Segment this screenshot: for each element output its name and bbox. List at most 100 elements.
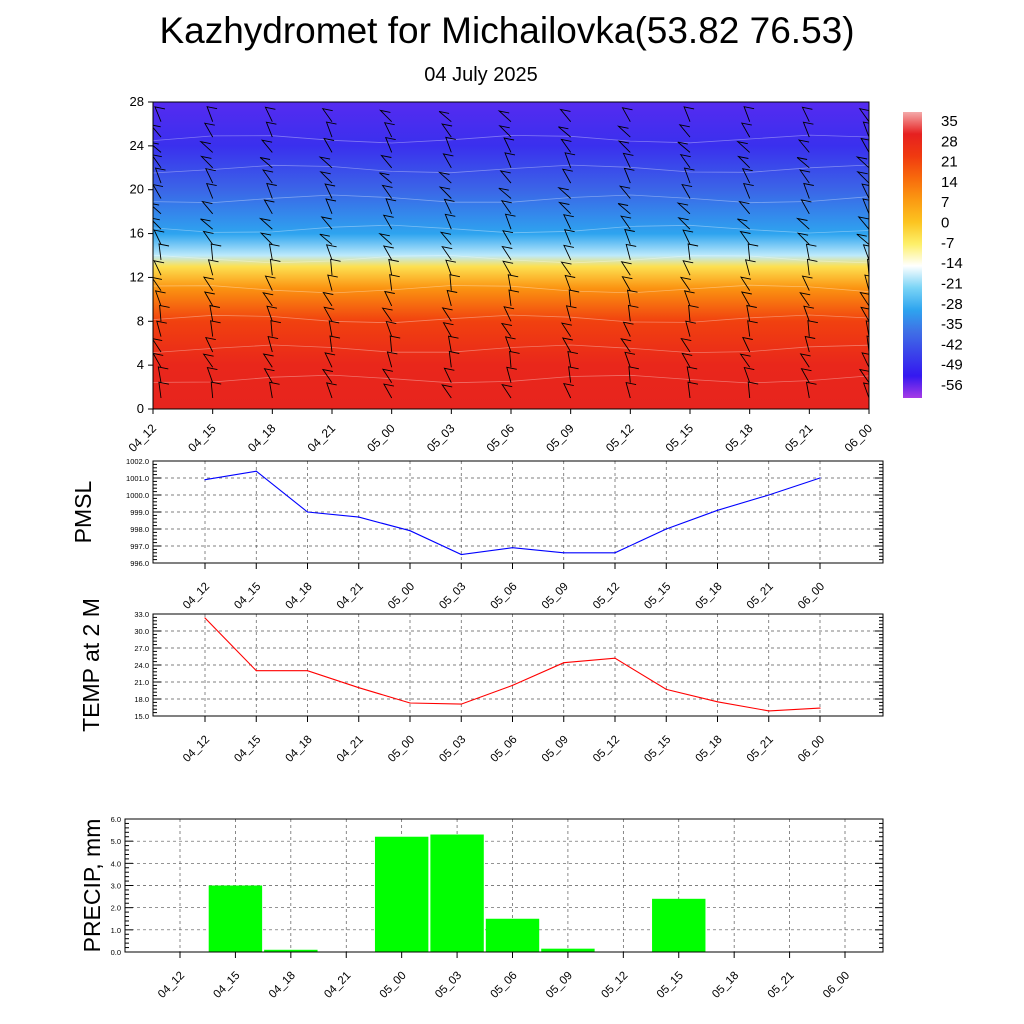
wind-barb <box>503 306 515 322</box>
wind-barb <box>563 229 575 245</box>
wind-barb <box>153 203 162 215</box>
wind-barb <box>683 106 695 122</box>
wind-barb <box>858 108 869 122</box>
wind-barb <box>568 366 579 383</box>
wind-barb <box>501 245 513 261</box>
xtick-label: 04_18 <box>284 734 315 765</box>
wind-barb <box>326 382 337 399</box>
wind-barb <box>506 366 517 383</box>
wind-barb <box>269 258 281 276</box>
heatmap-panel: 0 4 8 12 16 20 24 28 04_12 04_15 04_18 04_21 05_00 05… <box>126 94 963 455</box>
wind-barb <box>557 187 572 199</box>
wind-barb <box>856 171 869 184</box>
wind-barb <box>263 199 275 215</box>
wind-barb <box>686 366 698 383</box>
wind-barb <box>685 320 696 337</box>
ytick-label: 21.0 <box>134 678 149 687</box>
page-subtitle: 04 July 2025 <box>424 64 538 86</box>
xtick-label: 05_06 <box>489 734 520 765</box>
wind-barb <box>210 243 222 260</box>
wind-barb <box>205 336 216 353</box>
heatmap-contour-line-2 <box>153 344 869 354</box>
ytick-label: 997.0 <box>130 542 149 551</box>
xtick-label: 04_15 <box>211 970 242 1001</box>
wind-barb <box>502 230 514 245</box>
wind-barb <box>324 183 336 199</box>
heatmap-xtick-label: 04_12 <box>126 421 160 455</box>
wind-barb <box>154 167 166 184</box>
wind-barb <box>747 320 758 337</box>
wind-barb <box>858 368 869 383</box>
data-point <box>306 670 309 672</box>
wind-barb <box>441 123 453 138</box>
wind-barb <box>683 167 695 184</box>
wind-barb <box>323 137 335 153</box>
wind-barb <box>622 152 634 168</box>
precip-bar <box>541 948 595 952</box>
ytick-label: 2.0 <box>111 904 121 913</box>
wind-barb <box>268 243 280 260</box>
heatmap-ytick-label: 12 <box>130 269 144 284</box>
wind-barb <box>803 305 814 322</box>
wind-barb <box>262 169 274 184</box>
wind-barb <box>199 140 214 153</box>
wind-barb <box>744 259 756 276</box>
wind-barb <box>800 368 812 383</box>
wind-barb <box>795 217 810 230</box>
wind-barb <box>153 260 165 276</box>
wind-barb <box>564 274 576 291</box>
precip-bar <box>374 836 429 952</box>
wind-barb <box>443 367 455 383</box>
colorbar-label: -35 <box>941 316 963 333</box>
wind-barb <box>383 383 394 399</box>
wind-barb <box>158 243 170 260</box>
colorbar-label: -49 <box>941 357 963 374</box>
wind-barb <box>328 320 340 337</box>
heatmap-xtick-label: 05_06 <box>484 421 518 455</box>
wind-barb <box>860 306 869 322</box>
wind-barb <box>498 187 512 199</box>
wind-barb <box>620 261 632 276</box>
wind-barb <box>677 141 691 153</box>
wind-barb <box>388 258 399 276</box>
wind-barb <box>384 136 396 153</box>
wind-barb <box>736 140 751 153</box>
colorbar-label: 14 <box>941 174 958 191</box>
wind-barb <box>742 182 754 199</box>
wind-barb <box>501 384 513 399</box>
data-point <box>204 479 206 481</box>
wind-barb <box>624 228 635 245</box>
wind-barb <box>449 274 460 291</box>
wind-barb <box>509 350 520 368</box>
heatmap-ytick-label: 0 <box>137 401 144 416</box>
data-point <box>255 470 257 472</box>
heatmap-ytick-label: 8 <box>137 313 144 328</box>
xtick-label: 05_03 <box>437 581 468 612</box>
colorbar-label: -28 <box>941 296 963 313</box>
wind-barb <box>439 231 452 245</box>
wind-barb <box>270 320 281 337</box>
wind-barb <box>741 168 753 184</box>
xtick-label: 05_21 <box>745 581 776 612</box>
wind-barb <box>802 121 814 138</box>
data-point <box>819 477 821 479</box>
wind-barb <box>158 381 169 399</box>
wind-barb <box>622 321 634 337</box>
colorbar-label: -21 <box>941 275 963 292</box>
wind-barb <box>441 246 453 261</box>
wind-barb <box>508 289 520 306</box>
xtick-label: 05_12 <box>591 734 622 765</box>
wind-barb <box>747 243 759 260</box>
wind-barb <box>438 110 452 123</box>
heatmap-contour-line-4 <box>153 284 869 294</box>
wind-barb <box>507 274 519 291</box>
wind-barb <box>620 338 632 353</box>
wind-barb <box>446 289 458 307</box>
wind-barb <box>200 218 213 230</box>
colorbar-label: -42 <box>941 336 963 353</box>
wind-barb <box>325 198 337 214</box>
wind-barb <box>568 289 580 306</box>
precip-panel: 0.0 1.0 2.0 3.0 4.0 5.0 6.0 04_12 04_15 04_18 04_2… <box>79 815 884 1001</box>
wind-barb <box>154 290 166 307</box>
wind-barb <box>857 216 869 230</box>
